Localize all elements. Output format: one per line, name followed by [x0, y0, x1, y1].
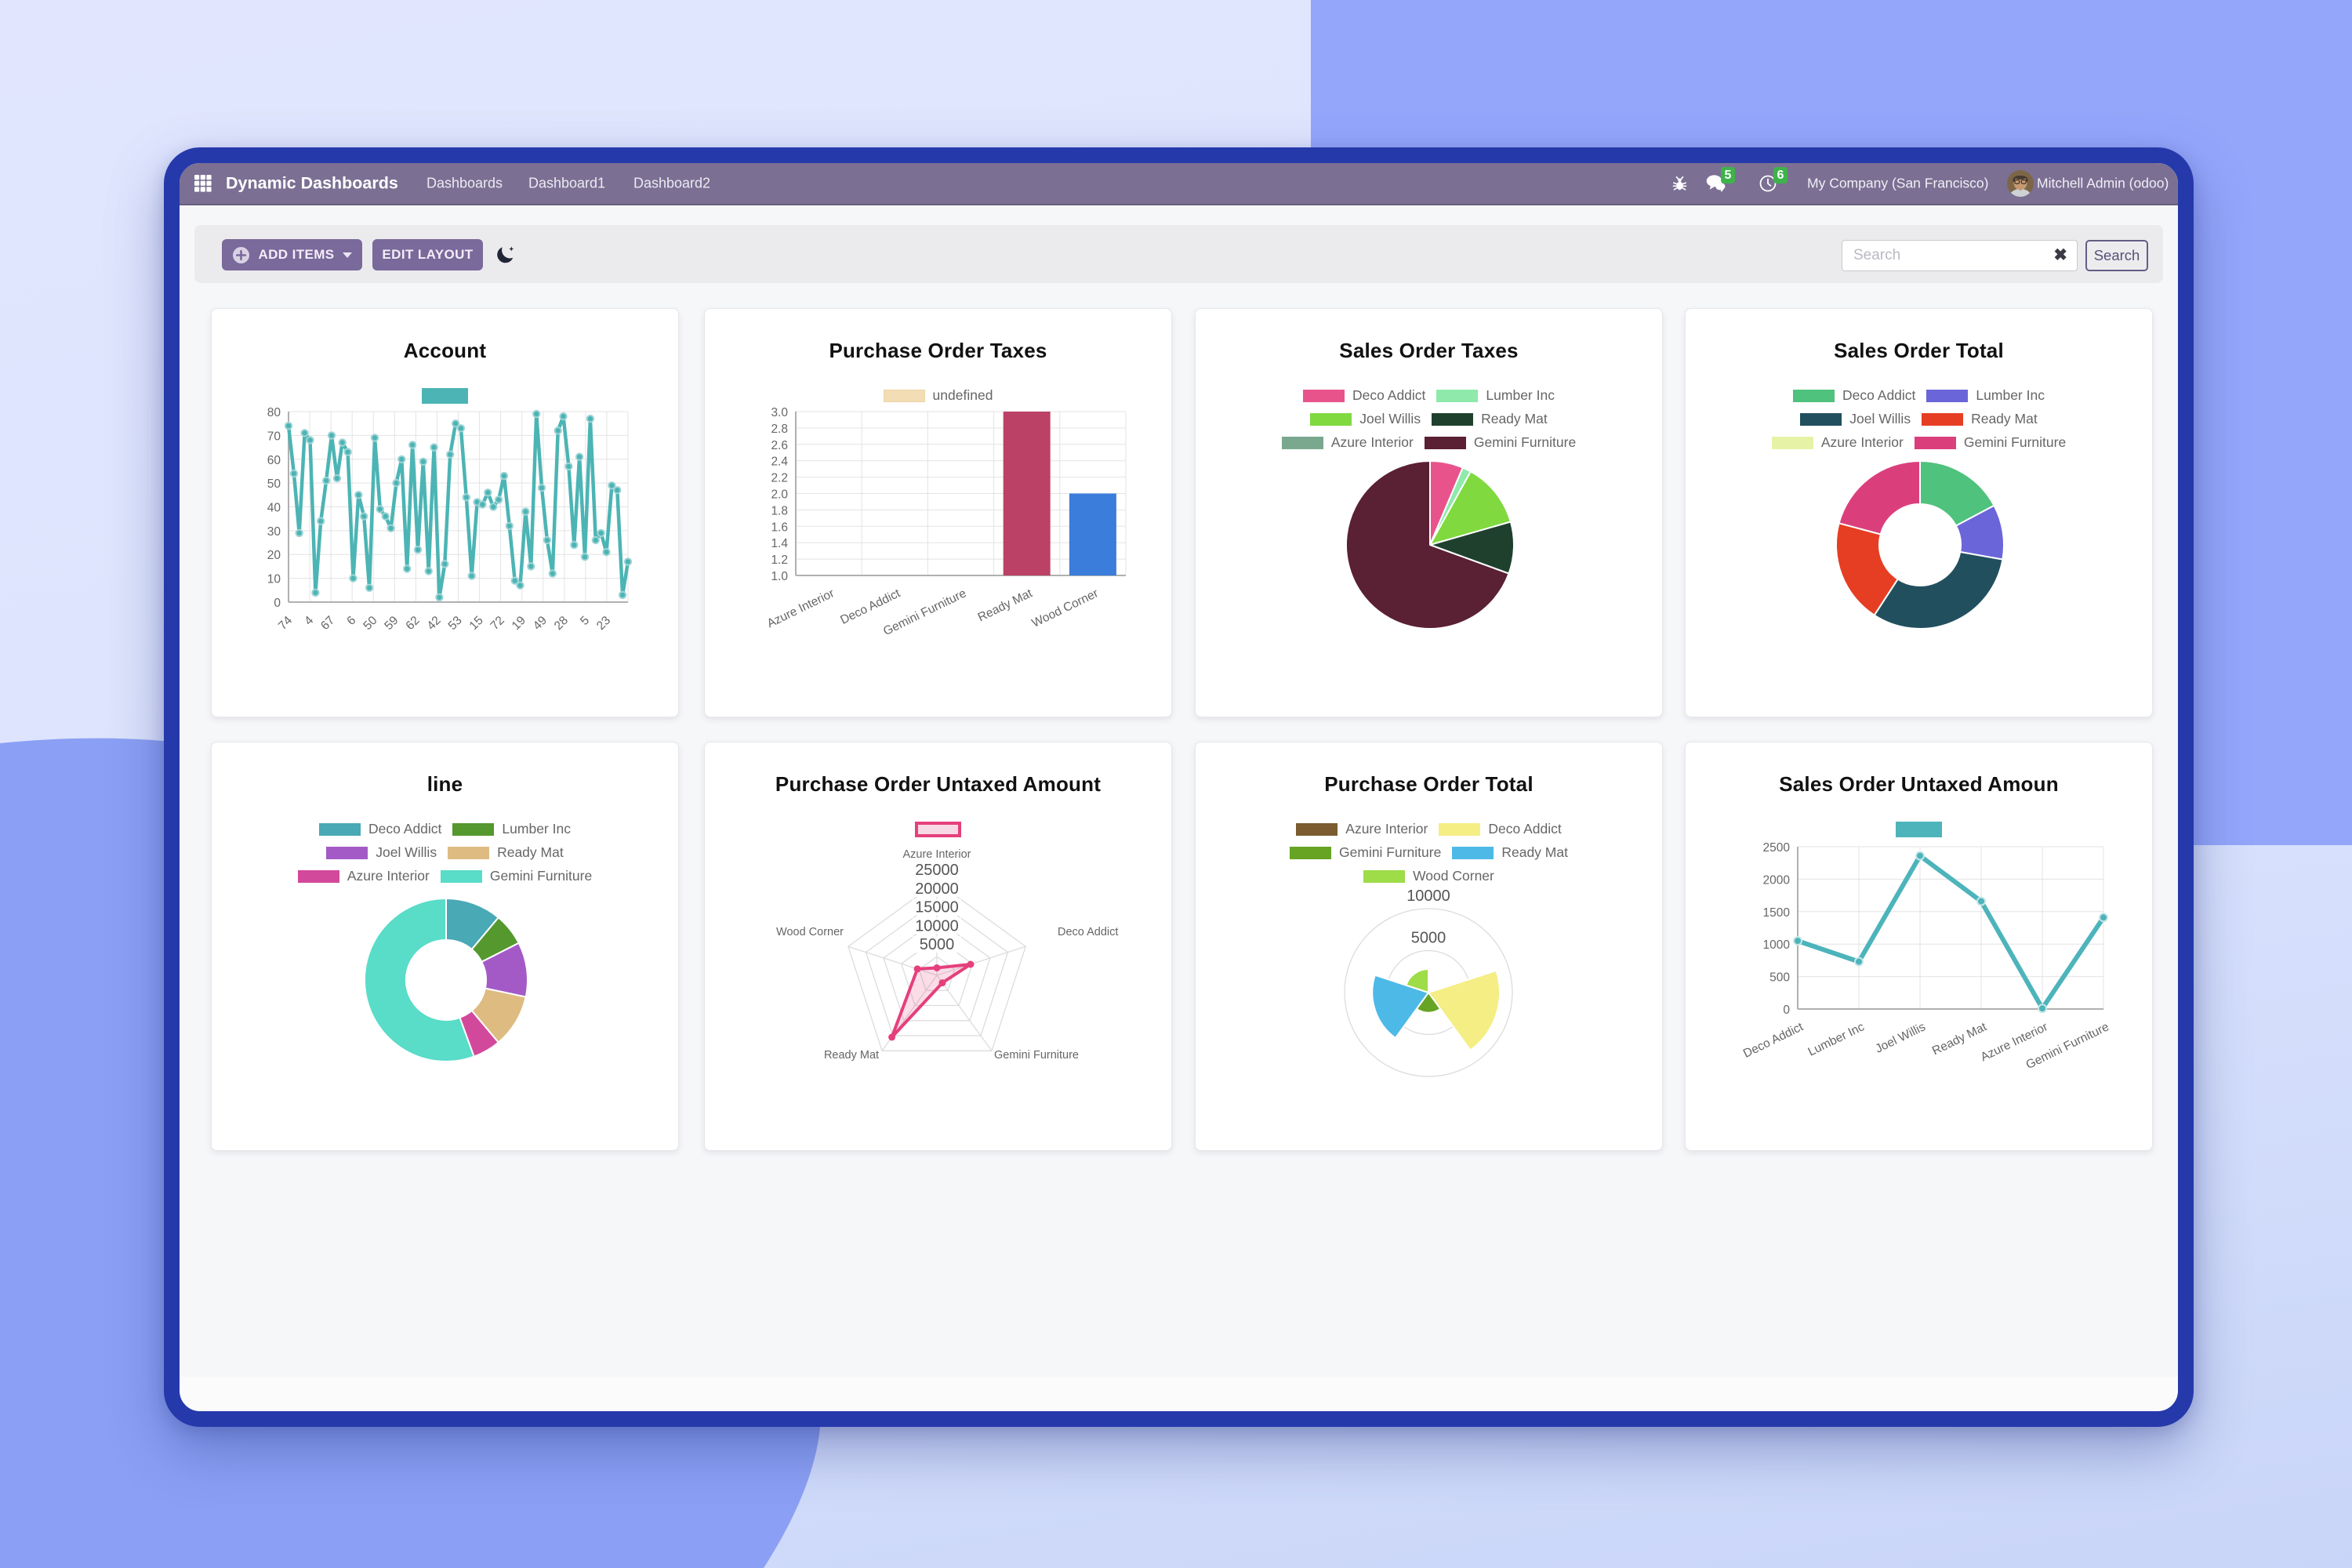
svg-text:30: 30: [267, 525, 281, 539]
svg-text:42: 42: [425, 614, 444, 633]
svg-text:74: 74: [276, 614, 295, 633]
svg-text:2.8: 2.8: [771, 423, 788, 436]
svg-text:70: 70: [267, 430, 281, 443]
svg-text:Ready Mat: Ready Mat: [976, 586, 1035, 624]
svg-text:Deco Addict: Deco Addict: [1058, 926, 1118, 938]
svg-text:Azure Interior: Azure Interior: [902, 848, 971, 861]
svg-text:3.0: 3.0: [771, 406, 788, 419]
svg-text:53: 53: [446, 614, 465, 633]
svg-text:10000: 10000: [915, 917, 959, 935]
svg-text:23: 23: [594, 614, 613, 633]
svg-text:67: 67: [318, 614, 337, 633]
svg-text:2.6: 2.6: [771, 439, 788, 452]
svg-text:5: 5: [578, 614, 592, 628]
svg-text:59: 59: [382, 614, 401, 633]
svg-text:28: 28: [552, 614, 571, 633]
svg-text:4: 4: [302, 614, 316, 628]
svg-text:Wood Corner: Wood Corner: [776, 926, 844, 938]
svg-text:0: 0: [274, 597, 281, 610]
svg-text:500: 500: [1769, 971, 1790, 985]
svg-text:62: 62: [403, 614, 422, 633]
svg-text:15000: 15000: [915, 899, 959, 916]
svg-text:2.4: 2.4: [771, 456, 788, 469]
svg-text:1500: 1500: [1763, 906, 1791, 920]
svg-text:2500: 2500: [1763, 841, 1791, 855]
svg-text:6: 6: [344, 614, 358, 628]
svg-text:72: 72: [488, 614, 507, 633]
svg-text:1.6: 1.6: [771, 521, 788, 534]
svg-text:1.4: 1.4: [771, 537, 788, 550]
svg-text:80: 80: [267, 406, 281, 419]
svg-text:10000: 10000: [1406, 887, 1450, 905]
svg-text:5000: 5000: [920, 936, 955, 953]
svg-text:49: 49: [531, 614, 550, 633]
svg-text:5000: 5000: [1411, 930, 1446, 947]
svg-text:1.2: 1.2: [771, 554, 788, 567]
svg-text:2000: 2000: [1763, 873, 1791, 887]
svg-text:40: 40: [267, 502, 281, 515]
svg-text:Gemini Furniture: Gemini Furniture: [994, 1049, 1079, 1062]
svg-text:19: 19: [510, 614, 528, 633]
svg-text:Ready Mat: Ready Mat: [824, 1049, 879, 1062]
svg-text:1000: 1000: [1763, 938, 1791, 952]
svg-text:20: 20: [267, 549, 281, 562]
svg-text:20000: 20000: [915, 880, 959, 898]
svg-text:15: 15: [467, 614, 486, 633]
svg-text:1.8: 1.8: [771, 504, 788, 517]
svg-text:Azure Interior: Azure Interior: [765, 586, 837, 630]
svg-text:2.2: 2.2: [771, 472, 788, 485]
svg-text:Wood Corner: Wood Corner: [1030, 586, 1101, 630]
svg-text:Deco Addict: Deco Addict: [1741, 1020, 1806, 1061]
svg-text:2.0: 2.0: [771, 488, 788, 502]
svg-text:50: 50: [267, 477, 281, 491]
svg-text:50: 50: [361, 614, 379, 633]
svg-text:Lumber Inc: Lumber Inc: [1806, 1020, 1867, 1058]
svg-text:10: 10: [267, 573, 281, 586]
svg-text:1.0: 1.0: [771, 570, 788, 583]
svg-text:60: 60: [267, 454, 281, 467]
svg-text:Joel Willis: Joel Willis: [1873, 1020, 1928, 1056]
svg-text:0: 0: [1783, 1004, 1790, 1017]
svg-text:25000: 25000: [915, 862, 959, 879]
